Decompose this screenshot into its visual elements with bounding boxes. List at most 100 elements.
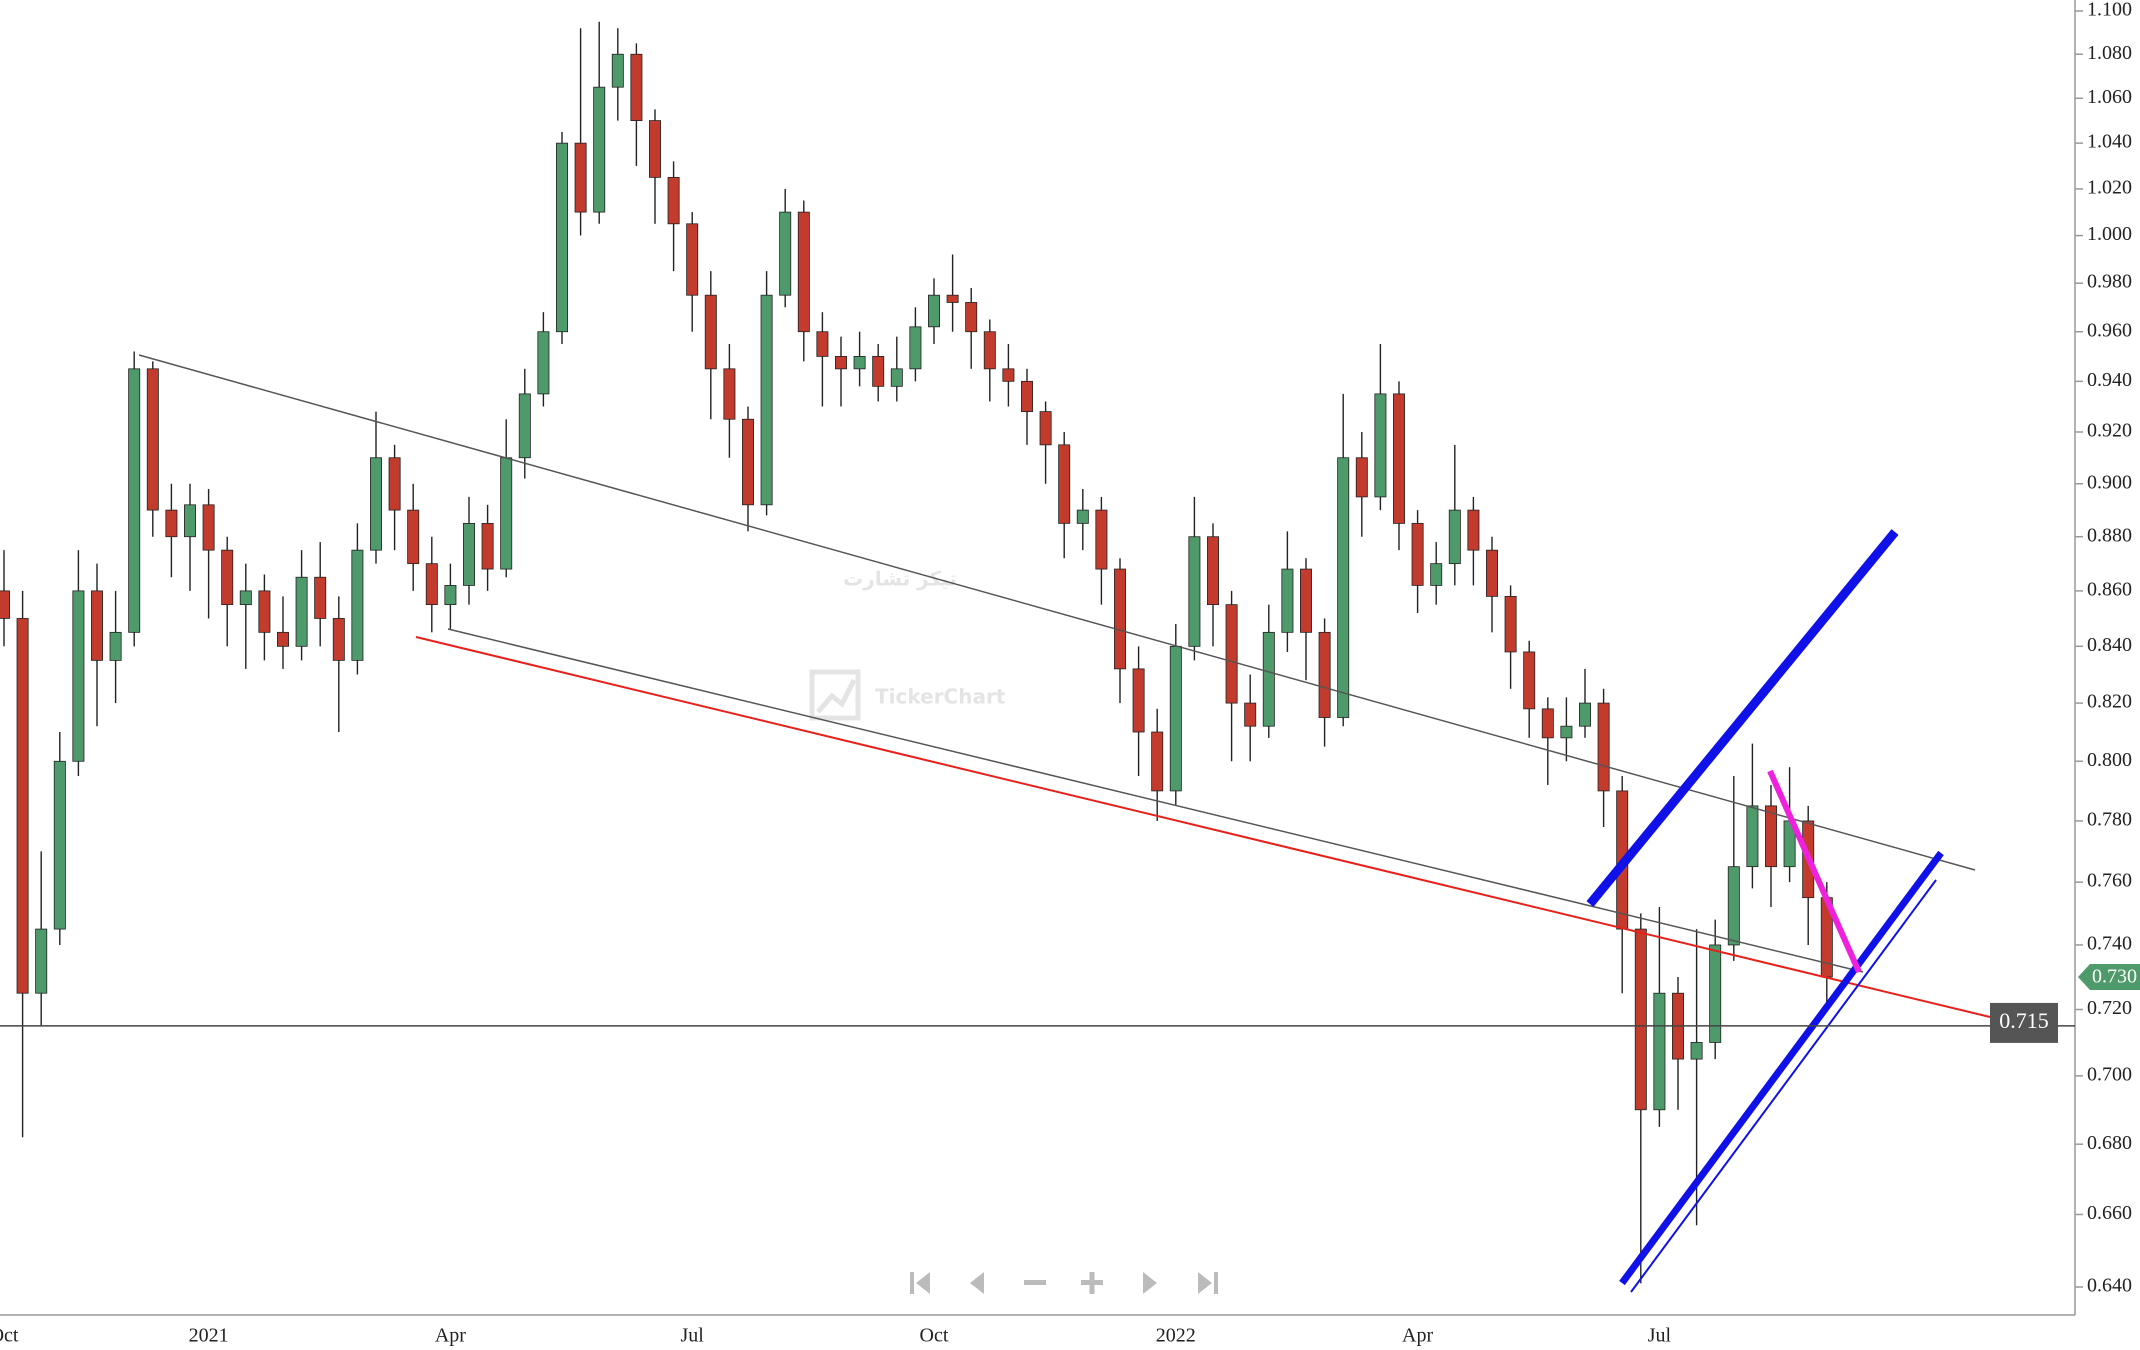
y-tick-label: 0.640 bbox=[2087, 1275, 2132, 1297]
y-tick-label: 0.660 bbox=[2087, 1202, 2132, 1224]
candle-body bbox=[779, 211, 792, 296]
candle-body bbox=[1765, 805, 1777, 868]
candle-body bbox=[295, 576, 308, 647]
candle-body bbox=[128, 368, 141, 633]
candle-body bbox=[518, 393, 531, 459]
x-tick-label: 2022 bbox=[1156, 1325, 1196, 1347]
candle-body bbox=[370, 457, 382, 551]
candle-body bbox=[1709, 944, 1722, 1043]
candle-body bbox=[593, 86, 606, 213]
candle-body bbox=[853, 355, 866, 370]
horizontal-line-label: 0.715 bbox=[1999, 1008, 2049, 1033]
candle-body bbox=[91, 590, 103, 661]
y-tick-label: 0.800 bbox=[2087, 749, 2132, 771]
nav-prev[interactable] bbox=[970, 1272, 984, 1294]
y-tick-label: 1.040 bbox=[2087, 131, 2132, 153]
candle-body bbox=[277, 631, 289, 647]
candle-body bbox=[351, 549, 364, 661]
candle-body bbox=[146, 368, 159, 511]
candle-body bbox=[1151, 731, 1164, 792]
x-tick-label: 2021 bbox=[189, 1325, 229, 1347]
candle-body bbox=[202, 504, 215, 551]
last-price-tag bbox=[2078, 964, 2140, 991]
candle-body bbox=[1132, 668, 1145, 733]
y-tick-label: 0.900 bbox=[2087, 471, 2132, 493]
candle-body bbox=[1634, 928, 1647, 1111]
candle-body bbox=[407, 509, 420, 565]
watermark-logo bbox=[809, 669, 861, 721]
candle-body bbox=[611, 53, 624, 88]
candle-body bbox=[388, 457, 401, 511]
candle-body bbox=[537, 331, 550, 395]
candle-body bbox=[463, 522, 475, 586]
y-tick-label: 0.940 bbox=[2087, 369, 2132, 391]
candle-body bbox=[1653, 992, 1666, 1111]
trendline bbox=[415, 636, 1991, 1018]
candle-body bbox=[1076, 509, 1089, 524]
candle-body bbox=[109, 631, 122, 661]
x-tick-label: Oct bbox=[0, 1325, 19, 1347]
candle-body bbox=[1318, 631, 1331, 718]
y-tick-label: 0.680 bbox=[2087, 1132, 2132, 1154]
candle-body bbox=[1355, 457, 1368, 498]
nav-zoom-in[interactable] bbox=[1081, 1272, 1103, 1294]
candle-body bbox=[742, 418, 754, 506]
y-tick-label: 1.100 bbox=[2087, 0, 2132, 21]
trendlines bbox=[138, 354, 1991, 1293]
y-tick-label: 1.060 bbox=[2087, 86, 2132, 108]
x-tick-label: Oct bbox=[920, 1325, 949, 1347]
candle-body bbox=[1690, 1042, 1703, 1060]
candle-body bbox=[1021, 380, 1033, 412]
y-tick-label: 0.820 bbox=[2087, 691, 2132, 713]
y-tick-label: 0.960 bbox=[2087, 319, 2132, 341]
channel-line bbox=[1586, 529, 1899, 907]
y-tick-label: 0.880 bbox=[2087, 524, 2132, 546]
candle-body bbox=[1430, 563, 1443, 586]
channel-line bbox=[1619, 850, 1944, 1286]
candle-body bbox=[1393, 393, 1405, 524]
last-price-label: 0.730 bbox=[2092, 966, 2137, 988]
y-tick-label: 1.020 bbox=[2087, 176, 2132, 198]
candle-body bbox=[1337, 457, 1350, 718]
candle-body bbox=[797, 211, 810, 333]
candle-body bbox=[909, 326, 922, 370]
candle-body bbox=[165, 509, 178, 538]
candle-body bbox=[1262, 631, 1275, 727]
candle-body bbox=[816, 331, 829, 357]
watermark-arabic: تيكر تشارت bbox=[843, 567, 957, 591]
candle-body bbox=[760, 294, 773, 506]
candle-body bbox=[425, 563, 438, 606]
y-tick-label: 0.920 bbox=[2087, 420, 2132, 442]
nav-first[interactable] bbox=[910, 1272, 930, 1294]
candle-body bbox=[890, 368, 903, 387]
candle-body bbox=[258, 590, 271, 633]
candle-body bbox=[946, 294, 959, 303]
navigation bbox=[910, 1272, 1218, 1294]
trendline bbox=[447, 628, 1864, 973]
candle-body bbox=[239, 590, 252, 606]
candle-body bbox=[556, 142, 568, 333]
candle-body bbox=[1523, 651, 1536, 710]
x-tick-label: Jul bbox=[1648, 1325, 1672, 1347]
y-tick-label: 0.860 bbox=[2087, 578, 2132, 600]
nav-last[interactable] bbox=[1198, 1272, 1218, 1294]
candle-body bbox=[1504, 595, 1517, 653]
candle-body bbox=[872, 355, 885, 387]
candle-body bbox=[1579, 702, 1591, 727]
candle-body bbox=[0, 590, 10, 619]
candle-body bbox=[1486, 549, 1498, 597]
nav-next[interactable] bbox=[1143, 1272, 1157, 1294]
candle-body bbox=[1207, 536, 1219, 606]
candle-body bbox=[667, 176, 680, 225]
nav-zoom-out[interactable] bbox=[1024, 1280, 1046, 1285]
candle-body bbox=[630, 53, 643, 122]
candle-body bbox=[1169, 645, 1182, 792]
candle-body bbox=[1281, 568, 1294, 633]
x-tick-label: Apr bbox=[1402, 1325, 1433, 1347]
trendline bbox=[1767, 769, 1862, 974]
candle-body bbox=[1188, 536, 1201, 647]
candle-body bbox=[1560, 725, 1573, 739]
candle-body bbox=[184, 504, 196, 538]
candle-body bbox=[835, 355, 847, 370]
y-tick-label: 0.980 bbox=[2087, 271, 2132, 293]
